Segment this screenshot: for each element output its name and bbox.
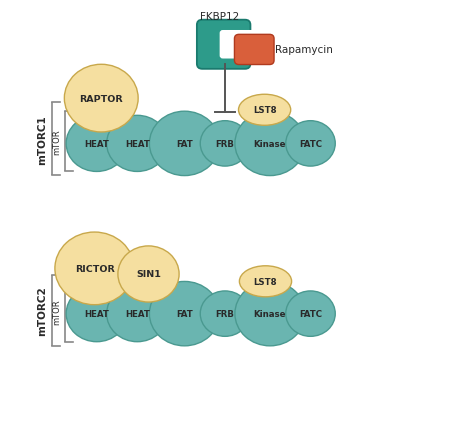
Text: FAT: FAT — [176, 140, 193, 148]
Text: LST8: LST8 — [254, 277, 277, 286]
Ellipse shape — [239, 266, 292, 297]
Text: mTOR: mTOR — [53, 129, 62, 155]
Text: FRB: FRB — [216, 310, 234, 318]
Text: mTOR: mTOR — [53, 299, 62, 325]
Text: FRB: FRB — [216, 140, 234, 148]
Ellipse shape — [286, 291, 335, 337]
Text: Rapamycin: Rapamycin — [274, 45, 333, 55]
Text: RICTOR: RICTOR — [75, 264, 114, 273]
Text: HEAT: HEAT — [84, 310, 109, 318]
Ellipse shape — [55, 233, 134, 305]
Text: FAT: FAT — [176, 310, 193, 318]
Text: mTORC2: mTORC2 — [37, 286, 47, 335]
Ellipse shape — [118, 246, 179, 302]
Ellipse shape — [238, 95, 291, 126]
Ellipse shape — [200, 291, 250, 337]
Text: LST8: LST8 — [253, 106, 276, 115]
Ellipse shape — [107, 116, 168, 172]
Text: HEAT: HEAT — [125, 310, 150, 318]
Ellipse shape — [286, 121, 335, 167]
Text: FATC: FATC — [299, 140, 322, 148]
Ellipse shape — [235, 282, 305, 346]
Ellipse shape — [107, 286, 168, 342]
Text: Kinase: Kinase — [254, 310, 286, 318]
Ellipse shape — [235, 112, 305, 176]
Text: RAPTOR: RAPTOR — [80, 95, 123, 103]
Text: Kinase: Kinase — [254, 140, 286, 148]
Text: FKBP12: FKBP12 — [199, 12, 239, 22]
Text: HEAT: HEAT — [84, 140, 109, 148]
FancyBboxPatch shape — [234, 35, 274, 65]
Ellipse shape — [200, 121, 250, 167]
Text: mTORC1: mTORC1 — [37, 114, 47, 164]
Text: HEAT: HEAT — [125, 140, 150, 148]
FancyBboxPatch shape — [220, 31, 256, 59]
Ellipse shape — [149, 112, 220, 176]
Ellipse shape — [66, 286, 127, 342]
Ellipse shape — [66, 116, 127, 172]
Text: FATC: FATC — [299, 310, 322, 318]
Text: SIN1: SIN1 — [136, 270, 161, 279]
Ellipse shape — [64, 65, 138, 133]
Ellipse shape — [149, 282, 220, 346]
FancyBboxPatch shape — [197, 21, 250, 70]
